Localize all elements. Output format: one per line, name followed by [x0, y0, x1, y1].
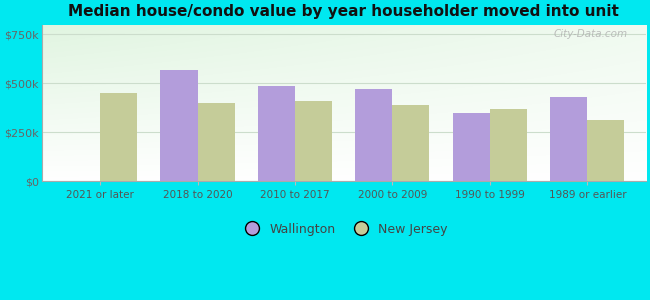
- Bar: [258, 86, 295, 181]
- Title: Median house/condo value by year householder moved into unit: Median house/condo value by year househo…: [68, 4, 619, 19]
- Bar: [100, 93, 137, 181]
- Bar: [295, 101, 332, 181]
- Legend: Wallington, New Jersey: Wallington, New Jersey: [235, 218, 453, 241]
- Bar: [551, 97, 588, 181]
- Bar: [356, 89, 393, 181]
- Bar: [161, 70, 198, 181]
- Bar: [453, 112, 490, 181]
- Text: City-Data.com: City-Data.com: [554, 29, 628, 39]
- Bar: [393, 105, 430, 181]
- Bar: [198, 103, 235, 181]
- Bar: [490, 109, 527, 181]
- Bar: [588, 120, 625, 181]
